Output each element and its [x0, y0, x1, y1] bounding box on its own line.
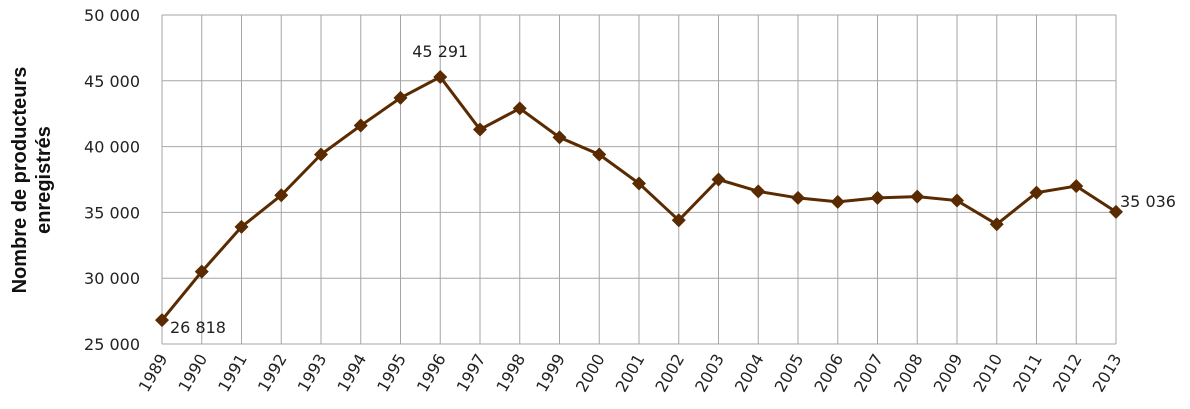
marker	[194, 264, 209, 279]
data-label: 45 291	[412, 42, 468, 61]
marker	[234, 219, 249, 234]
marker	[671, 213, 686, 228]
marker	[632, 176, 646, 191]
x-tick-label: 1989	[135, 351, 172, 396]
marker	[155, 313, 169, 328]
x-tick-label: 2012	[1049, 351, 1086, 396]
x-tick-label: 1992	[254, 351, 291, 396]
marker	[512, 101, 527, 116]
x-tick-label: 2007	[850, 351, 887, 396]
data-label: 26 818	[170, 318, 226, 337]
x-tick-label: 2005	[771, 351, 808, 396]
marker	[433, 69, 448, 84]
marker	[830, 194, 845, 209]
x-tick-label: 2003	[691, 351, 728, 396]
y-tick-label: 35 000	[84, 203, 140, 222]
x-tick-label: 2001	[612, 351, 649, 396]
x-tick-label: 1995	[373, 351, 410, 396]
y-tick-label: 40 000	[84, 138, 140, 157]
y-tick-label: 45 000	[84, 72, 140, 91]
y-axis-title: Nombre de producteurs enregistrés	[9, 66, 55, 294]
marker	[473, 122, 487, 137]
marker	[393, 90, 408, 105]
marker	[870, 190, 885, 205]
x-tick-label: 2000	[572, 351, 609, 396]
marker	[1109, 204, 1123, 219]
x-tick-label: 1998	[492, 351, 529, 396]
marker	[910, 189, 925, 204]
x-tick-label: 1993	[294, 351, 331, 396]
marker	[950, 193, 964, 208]
marker	[1069, 179, 1084, 194]
x-tick-label: 2002	[651, 351, 688, 396]
marker	[711, 172, 726, 187]
x-tick-label: 1999	[532, 351, 569, 396]
x-tick-label: 1990	[174, 351, 211, 396]
x-tick-label: 2006	[810, 351, 847, 396]
x-tick-label: 1997	[453, 351, 490, 396]
x-tick-label: 1994	[333, 351, 370, 396]
marker	[314, 147, 328, 162]
marker	[274, 188, 289, 203]
x-tick-label: 2013	[1089, 351, 1126, 396]
x-tick-label: 2008	[890, 351, 927, 396]
marker	[592, 147, 607, 162]
marker	[353, 118, 368, 133]
x-tick-label: 2011	[1009, 351, 1046, 396]
x-tick-label: 1996	[413, 351, 450, 396]
x-tick-label: 1991	[214, 351, 251, 396]
x-tick-label: 2010	[969, 351, 1006, 396]
y-tick-label: 25 000	[84, 335, 140, 354]
marker	[989, 217, 1004, 232]
data-label: 35 036	[1120, 192, 1176, 211]
x-tick-label: 2004	[731, 351, 768, 396]
marker	[1029, 185, 1044, 200]
marker	[552, 130, 567, 145]
x-tick-label: 2009	[930, 351, 967, 396]
y-tick-label: 50 000	[84, 6, 140, 25]
marker	[751, 184, 766, 199]
y-tick-label: 30 000	[84, 269, 140, 288]
marker	[791, 190, 805, 205]
